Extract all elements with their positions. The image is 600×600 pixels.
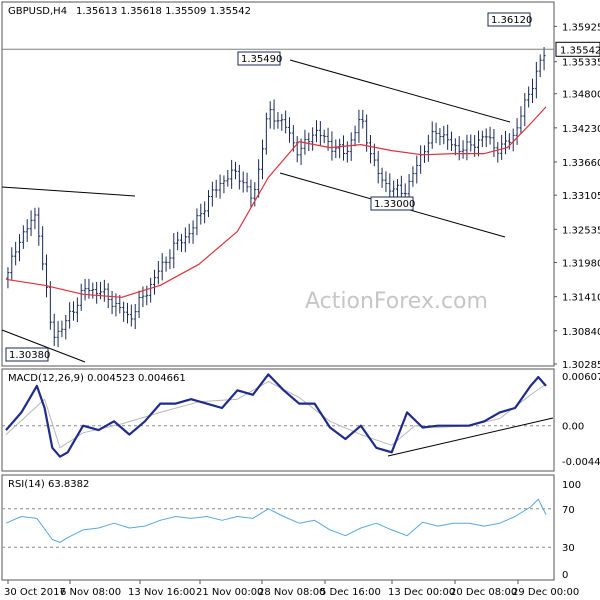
time-tick-label: 20 Dec 08:00: [450, 587, 517, 598]
price-tick-label: 1.32535: [562, 225, 600, 236]
rsi-tick-label: 100: [562, 480, 581, 491]
last-price-box: [555, 41, 600, 57]
annotation-box: [370, 196, 414, 211]
last-price-tag: 1.35542: [555, 41, 600, 57]
moving-average-line: [5, 106, 547, 298]
time-tick-label: 5 Dec 16:00: [320, 587, 381, 598]
annotation-label: 1.35490: [241, 54, 282, 65]
annotation-box: [487, 12, 531, 27]
macd-panel: [1, 368, 555, 472]
ohlc-label: 1.35613 1.35618 1.35509 1.35542: [76, 6, 251, 17]
price-tick-label: 1.35925: [562, 22, 600, 33]
rsi-line: [5, 498, 547, 543]
trendline: [1, 329, 86, 363]
rsi-tick-label: 70: [562, 505, 575, 516]
symbol-label: GBPUSD,H4: [8, 6, 67, 17]
annotation-label: 1.33000: [374, 199, 415, 210]
time-tick-label: 28 Nov 08:00: [258, 587, 325, 598]
price-annotation: 1.33000: [370, 196, 415, 211]
price-annotation: 1.36120: [487, 12, 532, 27]
price-panel: [1, 1, 555, 367]
watermark: ActionForex.com: [305, 289, 488, 314]
macd-plot: [2, 373, 554, 458]
time-tick-label: 6 Nov 08:00: [60, 587, 121, 598]
rsi-plot: [2, 498, 554, 548]
rsi-label: RSI(14) 63.8382: [8, 479, 89, 490]
annotation-label: 1.36120: [491, 15, 532, 26]
price-tick-label: 1.30285: [562, 360, 600, 371]
macd-trendline: [387, 417, 554, 457]
annotation-box: [5, 347, 49, 362]
time-tick-label: 13 Dec 00:00: [388, 587, 455, 598]
time-tick-label: 21 Nov 00:00: [196, 587, 263, 598]
axes: 1.35925 1.35335 1.34800 1.34230 1.33660 1.331…: [4, 22, 600, 598]
time-tick-label: 30 Oct 2017: [4, 587, 66, 598]
price-annotation: 1.30380: [5, 347, 50, 362]
rsi-tick-label: 0: [562, 570, 568, 581]
time-tick-label: 29 Dec 00:00: [512, 587, 579, 598]
macd-tick-label: 0.00: [562, 422, 584, 433]
price-tick-label: 1.30840: [562, 327, 600, 338]
price-tick-label: 1.31980: [562, 259, 600, 270]
annotation-label: 1.30380: [9, 350, 50, 361]
price-tick-label: 1.33105: [562, 191, 600, 202]
price-tick-label: 1.34800: [562, 90, 600, 101]
trendline: [289, 59, 511, 123]
price-annotation: 1.35490: [237, 51, 282, 66]
trendline: [1, 186, 136, 197]
price-tick-label: 1.34230: [562, 124, 600, 135]
price-tick-label: 1.33660: [562, 158, 600, 169]
time-tick-label: 13 Nov 16:00: [128, 587, 195, 598]
rsi-tick-label: 30: [562, 543, 575, 554]
price-tick-label: 1.31410: [562, 293, 600, 304]
annotation-box: [237, 51, 281, 66]
rsi-panel: [1, 474, 555, 581]
macd-label: MACD(12,26,9) 0.004523 0.004661: [8, 373, 186, 384]
macd-tick-label: -0.004441: [562, 457, 600, 468]
macd-line: [5, 373, 547, 458]
macd-tick-label: 0.006073: [562, 372, 600, 383]
price-tick-label: 1.35335: [562, 58, 600, 69]
last-price-label: 1.35542: [560, 45, 600, 56]
price-plot: 1.36120 1.35490 1.33000 1.30380: [1, 12, 554, 363]
